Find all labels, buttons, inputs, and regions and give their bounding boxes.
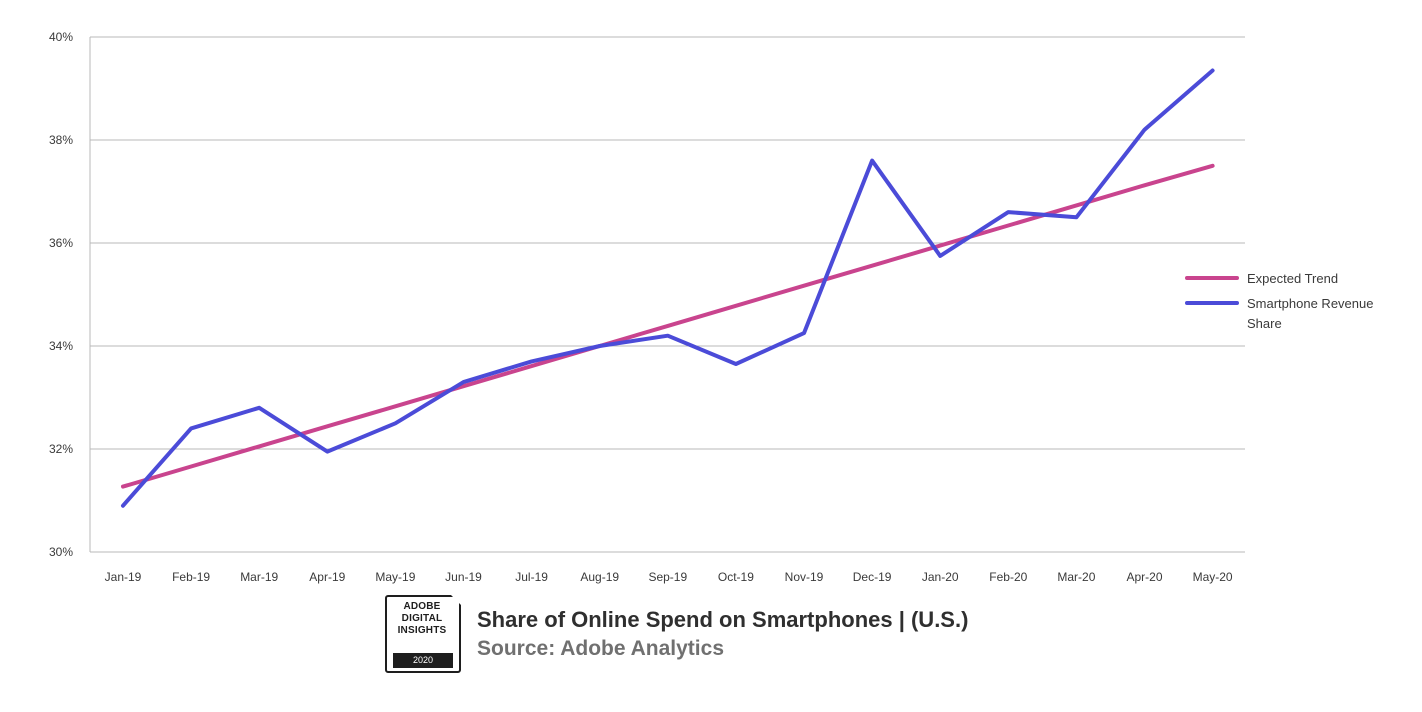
series-line-smartphone-revenue-share (121, 68, 1215, 508)
legend-label-continued: Share (1247, 316, 1282, 331)
x-tick-label: Jul-19 (515, 570, 548, 584)
x-tick-label: Mar-19 (240, 570, 278, 584)
y-tick-label: 32% (49, 442, 73, 456)
legend-label: Smartphone Revenue (1247, 296, 1373, 311)
x-tick-label: Feb-20 (989, 570, 1027, 584)
adobe-digital-insights-logo: ADOBE DIGITAL INSIGHTS 2020 (385, 595, 463, 673)
series-line-expected-trend (121, 163, 1215, 489)
y-tick-label: 40% (49, 30, 73, 44)
series-lines (121, 68, 1215, 508)
legend: Expected Trend Smartphone Revenue Share (1185, 271, 1373, 331)
x-tick-label: Sep-19 (648, 570, 687, 584)
x-tick-label: May-19 (375, 570, 415, 584)
logo-year: 2020 (393, 653, 453, 668)
chart-source: Source: Adobe Analytics (477, 637, 724, 660)
y-tick-label: 38% (49, 133, 73, 147)
x-tick-label: Dec-19 (853, 570, 892, 584)
grid-lines (90, 36, 1245, 553)
x-tick-label: Apr-19 (309, 570, 345, 584)
x-tick-label: Oct-19 (718, 570, 754, 584)
x-tick-label: Feb-19 (172, 570, 210, 584)
line-chart: 30% 32% 34% 36% 38% 40% Jan-19 Feb-19 Mar-19 Apr-… (49, 30, 1374, 584)
logo-text: ADOBE DIGITAL INSIGHTS (389, 601, 455, 637)
x-tick-label: Apr-20 (1126, 570, 1162, 584)
x-tick-label: Jan-19 (105, 570, 142, 584)
x-tick-label: Jan-20 (922, 570, 959, 584)
y-tick-label: 34% (49, 339, 73, 353)
x-tick-label: Mar-20 (1057, 570, 1095, 584)
x-tick-label: Aug-19 (580, 570, 619, 584)
legend-label: Expected Trend (1247, 271, 1338, 286)
x-tick-label: Nov-19 (785, 570, 824, 584)
logo-corner-fold (451, 595, 463, 607)
y-tick-label: 36% (49, 236, 73, 250)
logo-line-2: DIGITAL (401, 613, 443, 624)
x-tick-label: May-20 (1193, 570, 1233, 584)
logo-line-3: INSIGHTS (397, 625, 447, 636)
axes: 30% 32% 34% 36% 38% 40% Jan-19 Feb-19 Mar-19 Apr-… (49, 30, 1233, 584)
y-tick-label: 30% (49, 545, 73, 559)
chart-footer: ADOBE DIGITAL INSIGHTS 2020 Share of Onl… (385, 593, 1025, 673)
logo-line-1: ADOBE (403, 601, 441, 612)
chart-title: Share of Online Spend on Smartphones | (… (477, 607, 969, 632)
x-tick-label: Jun-19 (445, 570, 482, 584)
